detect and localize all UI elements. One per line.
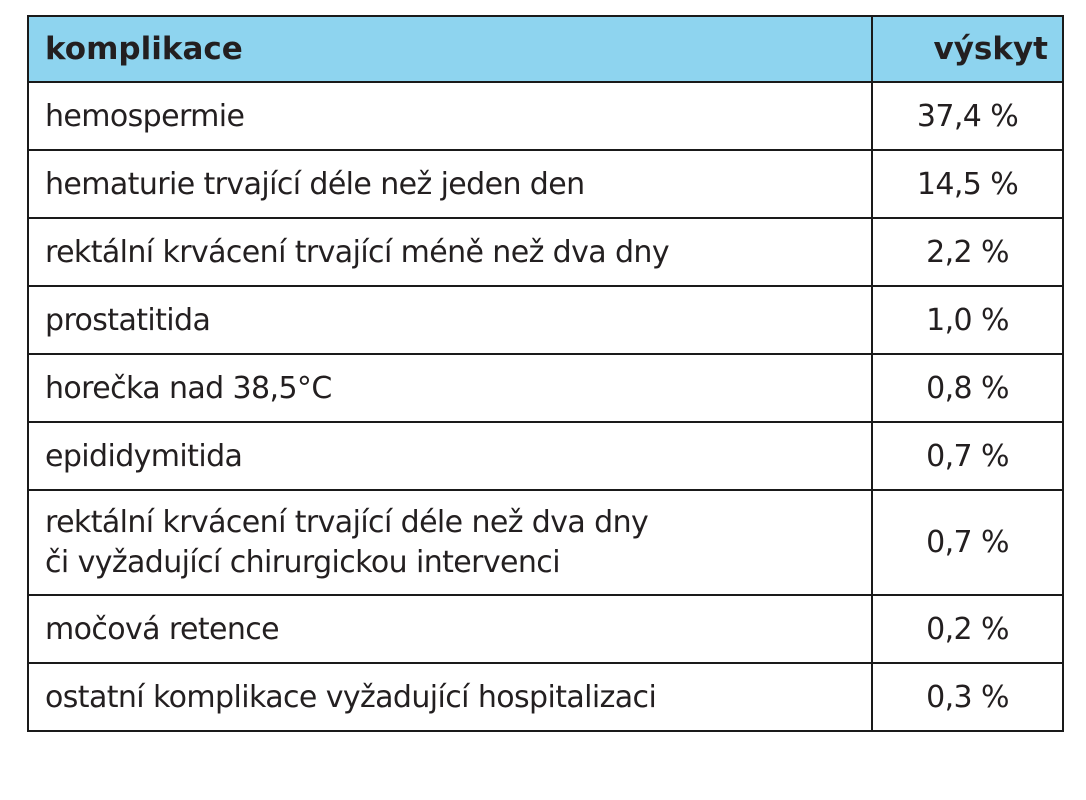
complication-cell: hemospermie bbox=[27, 81, 873, 151]
occurrence-cell: 37,4 % bbox=[871, 81, 1064, 151]
table-row: hemospermie 37,4 % bbox=[27, 81, 1064, 151]
header-complication: komplikace bbox=[27, 15, 873, 83]
occurrence-cell: 0,7 % bbox=[871, 489, 1064, 596]
table-row: močová retence 0,2 % bbox=[27, 594, 1064, 664]
complication-cell: rektální krvácení trvající déle než dva … bbox=[27, 489, 873, 596]
table-row: hematurie trvající déle než jeden den 14… bbox=[27, 149, 1064, 219]
complication-label: močová retence bbox=[45, 611, 280, 647]
complication-cell: epididymitida bbox=[27, 421, 873, 491]
occurrence-cell: 0,7 % bbox=[871, 421, 1064, 491]
occurrence-cell: 0,2 % bbox=[871, 594, 1064, 664]
complication-label: horečka nad 38,5°C bbox=[45, 370, 332, 406]
occurrence-cell: 0,8 % bbox=[871, 353, 1064, 423]
complication-label: hemospermie bbox=[45, 98, 245, 134]
complication-cell: hematurie trvající déle než jeden den bbox=[27, 149, 873, 219]
complication-label: epididymitida bbox=[45, 438, 243, 474]
complication-cell: rektální krvácení trvající méně než dva … bbox=[27, 217, 873, 287]
complication-label-line-1: rektální krvácení trvající déle než dva … bbox=[45, 504, 649, 540]
table-header-row: komplikace výskyt bbox=[27, 15, 1064, 83]
complications-table: komplikace výskyt hemospermie 37,4 % hem… bbox=[27, 15, 1064, 732]
occurrence-cell: 1,0 % bbox=[871, 285, 1064, 355]
complication-label: prostatitida bbox=[45, 302, 211, 338]
complication-label-line-2: či vyžadující chirurgickou intervenci bbox=[45, 544, 561, 580]
complication-label: hematurie trvající déle než jeden den bbox=[45, 166, 585, 202]
complication-label: ostatní komplikace vyžadující hospitaliz… bbox=[45, 679, 657, 715]
complication-label: rektální krvácení trvající méně než dva … bbox=[45, 234, 670, 270]
occurrence-cell: 2,2 % bbox=[871, 217, 1064, 287]
occurrence-cell: 0,3 % bbox=[871, 662, 1064, 732]
complication-cell: močová retence bbox=[27, 594, 873, 664]
table-row: epididymitida 0,7 % bbox=[27, 421, 1064, 491]
header-occurrence: výskyt bbox=[871, 15, 1064, 83]
complication-cell: prostatitida bbox=[27, 285, 873, 355]
occurrence-cell: 14,5 % bbox=[871, 149, 1064, 219]
complication-cell: horečka nad 38,5°C bbox=[27, 353, 873, 423]
table-row: prostatitida 1,0 % bbox=[27, 285, 1064, 355]
complication-cell: ostatní komplikace vyžadující hospitaliz… bbox=[27, 662, 873, 732]
table-row: rektální krvácení trvající déle než dva … bbox=[27, 489, 1064, 596]
table-row: ostatní komplikace vyžadující hospitaliz… bbox=[27, 662, 1064, 732]
table-row: rektální krvácení trvající méně než dva … bbox=[27, 217, 1064, 287]
table-row: horečka nad 38,5°C 0,8 % bbox=[27, 353, 1064, 423]
